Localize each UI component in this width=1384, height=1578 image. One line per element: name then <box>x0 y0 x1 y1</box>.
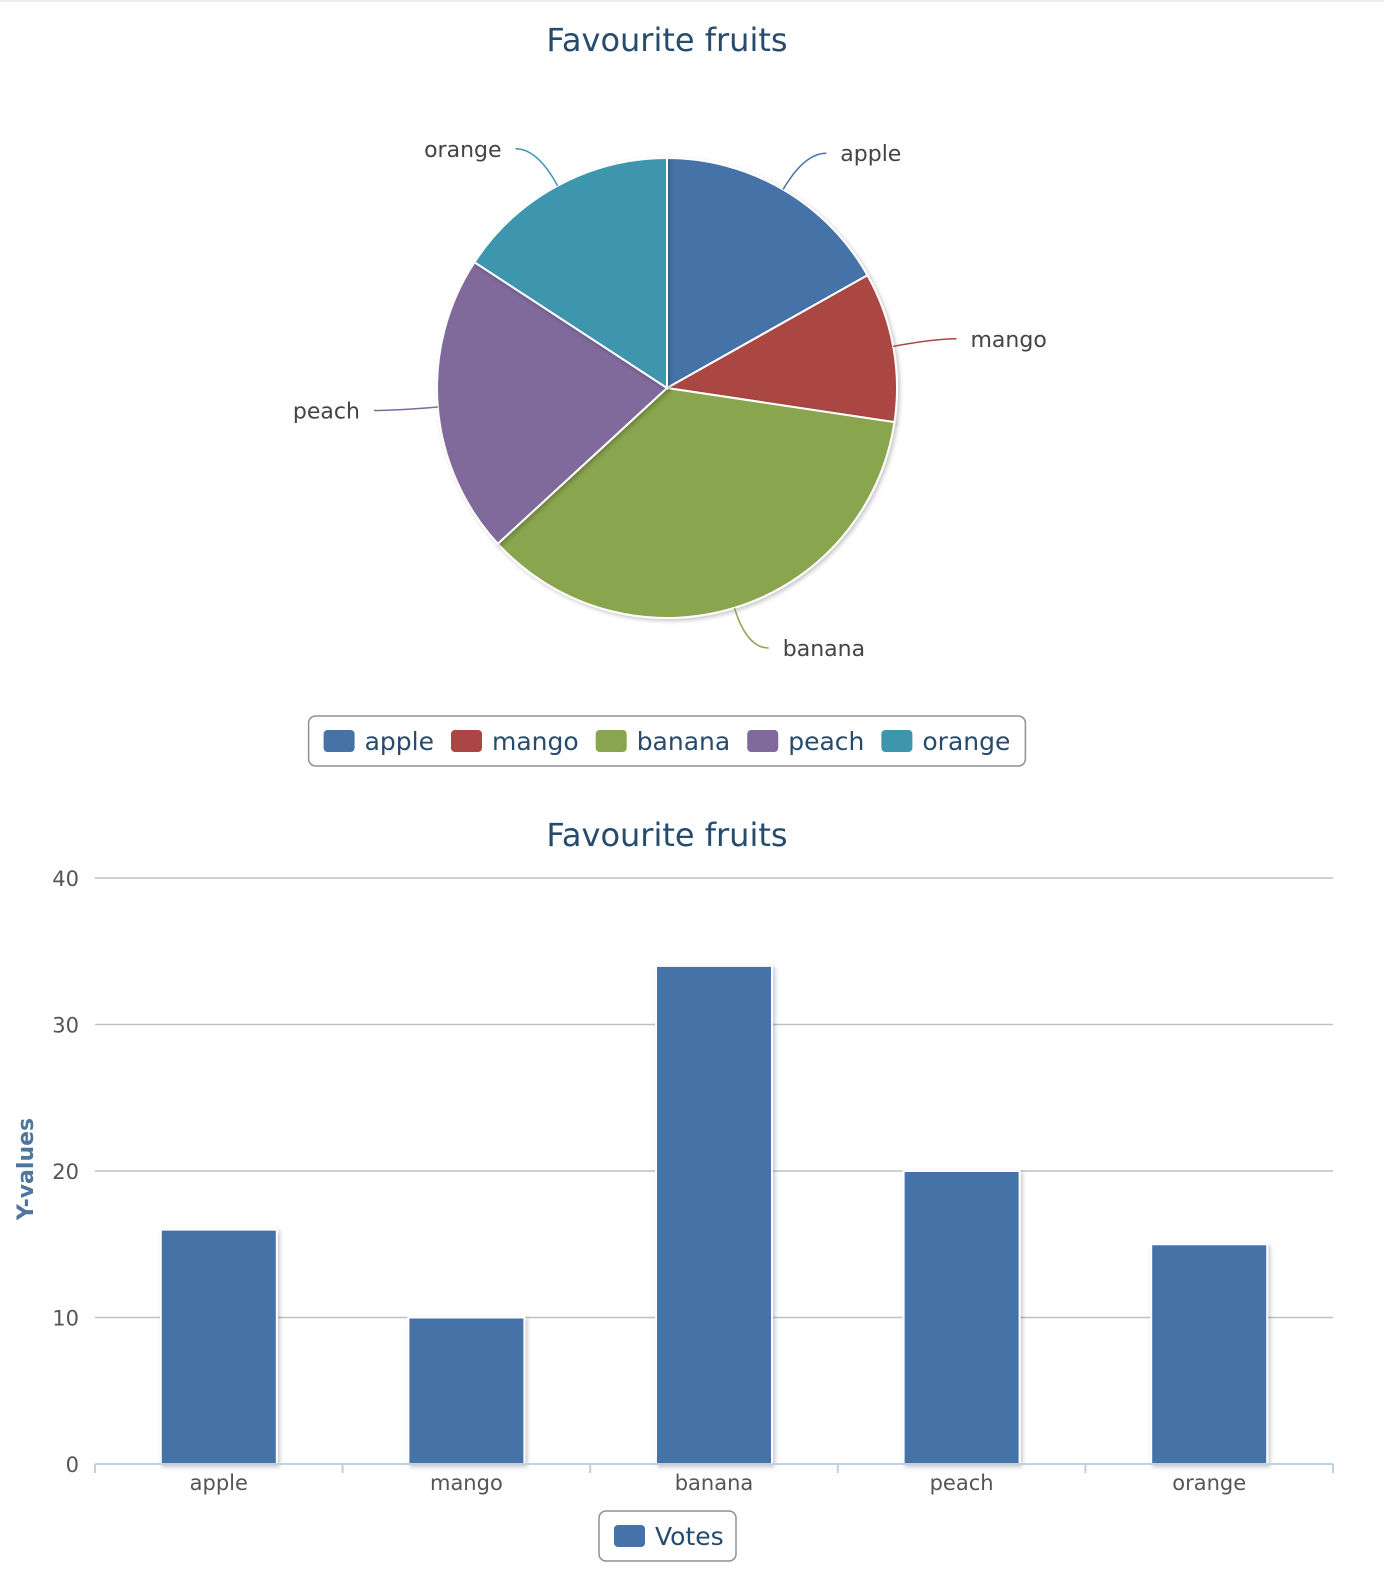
pie-legend: apple mango banana peach orange <box>307 715 1027 767</box>
pie-slice-apple[interactable] <box>666 156 869 390</box>
pie-legend-item-mango[interactable]: mango <box>451 727 579 756</box>
y-tick-label: 30 <box>52 1014 79 1038</box>
legend-label: mango <box>492 727 579 756</box>
pie-connector-apple <box>782 152 827 190</box>
top-border <box>0 0 1384 2</box>
pie-slice-banana[interactable] <box>496 386 896 619</box>
legend-swatch <box>881 730 913 752</box>
x-tick-label: banana <box>675 1471 754 1495</box>
pie-label-banana: banana <box>783 637 865 662</box>
bar-y-tick-labels: 0 10 20 30 40 <box>52 867 79 1477</box>
pie-legend-item-banana[interactable]: banana <box>595 727 731 756</box>
pie-slice-mango[interactable] <box>663 273 898 424</box>
y-tick-label: 10 <box>52 1307 79 1331</box>
pie-connector-orange <box>515 148 559 187</box>
bar-legend-box <box>598 1510 737 1562</box>
bar-orange[interactable] <box>1150 1243 1269 1465</box>
pie-legend-item-peach[interactable]: peach <box>747 727 864 756</box>
y-tick-label: 20 <box>52 1160 79 1184</box>
pie-labels: apple mango banana peach orange <box>293 138 1047 662</box>
pie-chart: Favourite fruits apple mango banana peach or… <box>293 21 1047 767</box>
legend-swatch <box>747 730 779 752</box>
bar-chart: Favourite fruits 0 10 20 30 40 Y-values appl… <box>14 816 1334 1562</box>
pie-connector-peach <box>373 406 438 412</box>
bar-chart-title: Favourite fruits <box>546 816 787 854</box>
legend-label: Votes <box>655 1522 724 1551</box>
pie-label-apple: apple <box>840 142 901 167</box>
pie-connector-mango <box>893 338 957 348</box>
x-axis <box>94 1463 1334 1473</box>
pie-label-mango: mango <box>971 328 1047 353</box>
bar-x-tick-labels: apple mango banana peach orange <box>190 1471 1247 1495</box>
bar-legend-item-Votes[interactable]: Votes <box>614 1522 724 1551</box>
legend-swatch <box>614 1525 645 1547</box>
bar-mango[interactable] <box>407 1316 526 1465</box>
pie-label-orange: orange <box>424 138 501 163</box>
bar-peach[interactable] <box>902 1170 1021 1465</box>
x-tick-label: orange <box>1172 1471 1246 1495</box>
y-tick-label: 40 <box>52 867 79 891</box>
pie-legend-item-orange[interactable]: orange <box>881 727 1010 756</box>
legend-swatch <box>595 730 627 752</box>
pie-chart-title: Favourite fruits <box>546 21 787 59</box>
pie-connector-banana <box>733 607 769 649</box>
bar-series-votes <box>159 964 1269 1466</box>
y-axis-title: Y-values <box>14 1118 39 1221</box>
pie-slice-peach[interactable] <box>436 260 669 546</box>
pie-label-peach: peach <box>293 399 360 424</box>
x-tick-label: mango <box>430 1471 503 1495</box>
pie-slice-orange[interactable] <box>473 156 668 390</box>
x-tick-label: apple <box>190 1471 248 1495</box>
pie-legend-item-apple[interactable]: apple <box>323 727 434 756</box>
y-tick-label: 0 <box>66 1453 79 1477</box>
pie-slices <box>436 156 898 619</box>
bar-banana[interactable] <box>655 964 773 1466</box>
legend-label: orange <box>922 727 1010 756</box>
legend-swatch <box>323 730 355 752</box>
legend-label: peach <box>788 727 864 756</box>
legend-label: banana <box>637 727 731 756</box>
legend-label: apple <box>365 727 434 756</box>
pie-legend-box <box>307 715 1027 767</box>
x-tick-label: peach <box>930 1471 994 1495</box>
bar-legend: Votes <box>598 1510 737 1562</box>
bar-apple[interactable] <box>159 1228 278 1465</box>
legend-swatch <box>451 730 482 752</box>
